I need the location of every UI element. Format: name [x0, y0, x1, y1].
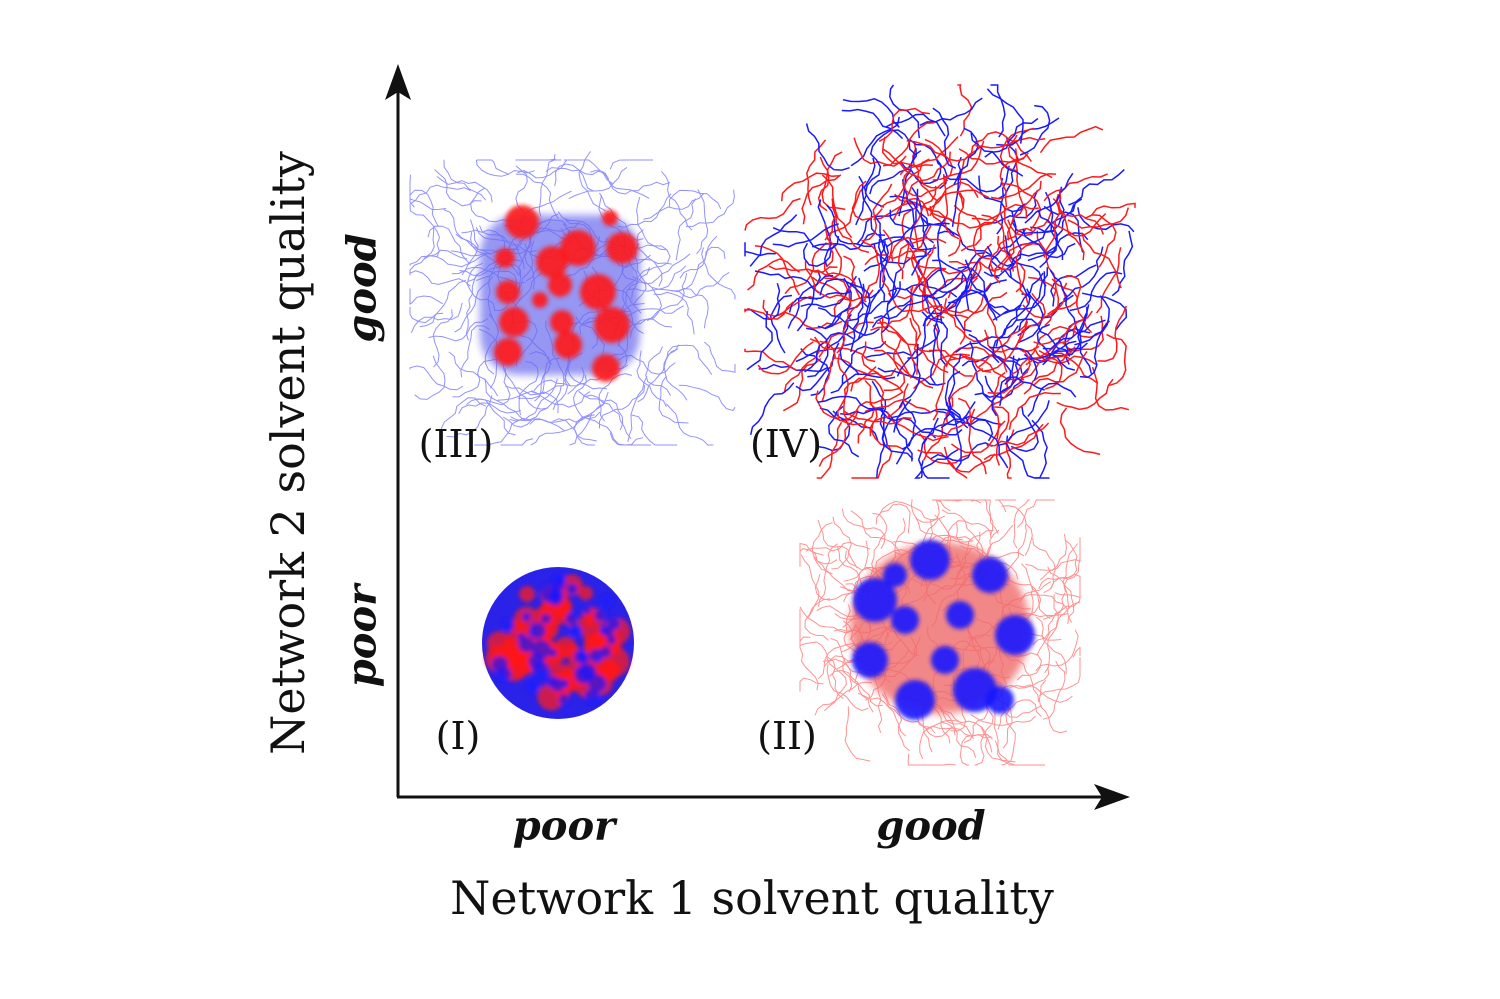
panel-label-IV: (IV) [749, 422, 823, 466]
panel-IV-structure [744, 84, 1136, 479]
x-axis-title: Network 1 solvent quality [450, 871, 1054, 925]
x-tick-poor: poor [512, 802, 616, 850]
panel-label-I: (I) [435, 714, 481, 758]
y-tick-poor: poor [338, 584, 386, 688]
y-axis-arrowhead [385, 64, 411, 100]
panel-label-III: (III) [418, 422, 494, 466]
y-axis-title: Network 2 solvent quality [261, 151, 315, 755]
panel-III-structure [409, 151, 736, 446]
axes [385, 64, 1130, 810]
panel-I-globule [482, 567, 634, 719]
panel-II-structure [799, 499, 1081, 766]
x-tick-good: good [876, 802, 986, 850]
panel-label-II: (II) [757, 714, 817, 758]
x-axis-arrowhead [1094, 784, 1130, 810]
y-tick-good: good [338, 233, 386, 343]
